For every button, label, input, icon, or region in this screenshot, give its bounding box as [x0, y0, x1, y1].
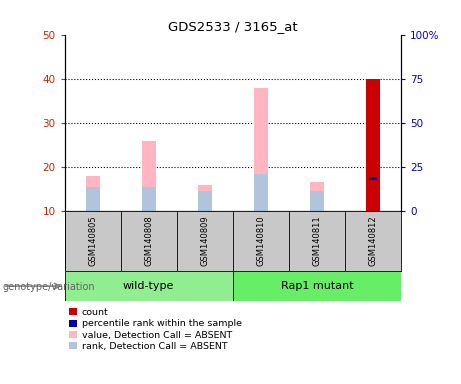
Bar — [366, 79, 380, 211]
Title: GDS2533 / 3165_at: GDS2533 / 3165_at — [168, 20, 298, 33]
Text: GSM140805: GSM140805 — [88, 216, 97, 266]
Text: GSM140809: GSM140809 — [200, 216, 209, 266]
Bar — [254, 88, 268, 211]
Bar — [142, 141, 156, 211]
Text: Rap1 mutant: Rap1 mutant — [281, 281, 353, 291]
Text: wild-type: wild-type — [123, 281, 174, 291]
Bar — [65, 271, 233, 301]
Text: GSM140812: GSM140812 — [368, 216, 378, 266]
Text: genotype/variation: genotype/variation — [2, 282, 95, 292]
Bar — [142, 187, 156, 211]
Bar — [233, 271, 401, 301]
Legend: count, percentile rank within the sample, value, Detection Call = ABSENT, rank, : count, percentile rank within the sample… — [69, 308, 242, 351]
Bar — [310, 191, 324, 211]
Text: GSM140810: GSM140810 — [256, 216, 266, 266]
Bar — [198, 191, 212, 211]
Bar — [369, 177, 377, 180]
Bar — [254, 174, 268, 211]
Bar — [86, 176, 100, 211]
Bar — [86, 187, 100, 211]
Bar — [198, 185, 212, 211]
Text: GSM140811: GSM140811 — [313, 216, 321, 266]
Text: GSM140808: GSM140808 — [144, 215, 153, 266]
Bar — [310, 182, 324, 211]
